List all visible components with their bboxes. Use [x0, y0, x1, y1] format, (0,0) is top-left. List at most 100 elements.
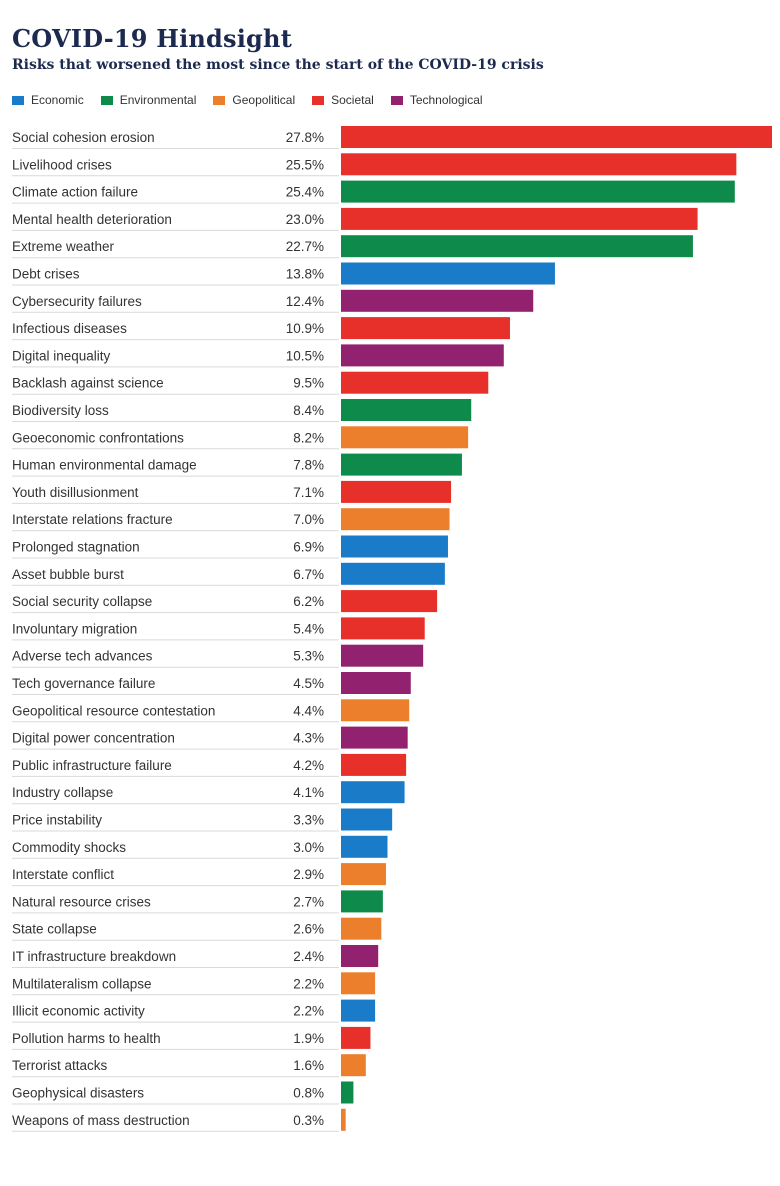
bar: [341, 835, 388, 858]
bar: [341, 945, 379, 967]
legend-item-economic: Economic: [12, 93, 84, 107]
category-label: Asset bubble burst: [12, 567, 124, 582]
value-label: 7.0%: [293, 512, 324, 527]
legend-swatch: [390, 95, 403, 105]
category-label: Illicit economic activity: [12, 1004, 145, 1019]
value-label: 1.9%: [293, 1031, 324, 1046]
category-label: Terrorist attacks: [12, 1058, 108, 1073]
value-label: 3.0%: [293, 840, 324, 855]
category-label: Natural resource crises: [12, 894, 151, 909]
legend-label: Economic: [31, 93, 84, 107]
category-label: Climate action failure: [12, 185, 138, 200]
legend-label: Technological: [409, 93, 483, 107]
bar: [341, 1108, 346, 1131]
value-label: 2.7%: [293, 894, 324, 909]
bar: [341, 972, 376, 995]
legend-item-technological: Technological: [390, 93, 483, 107]
category-label: Digital inequality: [12, 348, 111, 363]
bar: [341, 590, 438, 613]
legend-swatch: [213, 95, 226, 105]
value-label: 23.0%: [286, 212, 324, 227]
legend-swatch: [312, 95, 325, 105]
bar: [341, 262, 555, 285]
bar: [341, 317, 510, 340]
legend-label: Societal: [331, 93, 374, 107]
category-label: Cybersecurity failures: [12, 294, 142, 309]
value-label: 0.8%: [293, 1086, 324, 1101]
value-label: 4.3%: [293, 731, 324, 746]
category-label: Social security collapse: [12, 594, 152, 609]
value-label: 27.8%: [286, 130, 324, 145]
legend-swatch: [100, 95, 113, 105]
category-label: Geoeconomic confrontations: [12, 430, 184, 445]
category-label: Digital power concentration: [12, 731, 175, 746]
bar: [341, 426, 469, 449]
category-label: Infectious diseases: [12, 321, 127, 336]
value-label: 6.9%: [293, 540, 324, 555]
value-label: 3.3%: [293, 813, 324, 828]
category-label: Prolonged stagnation: [12, 540, 140, 555]
bar: [341, 863, 386, 886]
category-label: Geopolitical resource contestation: [12, 703, 215, 718]
bar: [341, 399, 472, 421]
bar: [341, 808, 393, 831]
bar: [341, 890, 383, 913]
value-label: 7.1%: [293, 485, 324, 500]
category-label: Social cohesion erosion: [12, 130, 155, 145]
bar: [341, 207, 698, 230]
value-label: 8.2%: [293, 430, 324, 445]
value-label: 10.9%: [286, 321, 324, 336]
value-label: 4.4%: [293, 703, 324, 718]
bar: [341, 344, 504, 367]
bar: [341, 153, 737, 176]
bar: [341, 753, 407, 776]
bar: [341, 999, 376, 1022]
value-label: 9.5%: [293, 376, 324, 391]
category-label: Youth disillusionment: [12, 485, 139, 500]
value-label: 1.6%: [293, 1058, 324, 1073]
legend: Economic Environmental Geopolitical Societa…: [12, 93, 500, 107]
bar: [341, 235, 693, 258]
value-label: 13.8%: [286, 267, 324, 282]
category-label: Extreme weather: [12, 239, 115, 254]
bar: [341, 289, 534, 312]
value-label: 4.5%: [293, 676, 324, 691]
value-label: 25.4%: [286, 185, 324, 200]
value-label: 7.8%: [293, 458, 324, 473]
value-label: 2.2%: [293, 1004, 324, 1019]
value-label: 2.6%: [293, 922, 324, 937]
value-label: 4.1%: [293, 785, 324, 800]
value-label: 5.4%: [293, 621, 324, 636]
category-label: Commodity shocks: [12, 840, 126, 855]
category-label: IT infrastructure breakdown: [12, 949, 176, 964]
value-label: 8.4%: [293, 403, 324, 418]
value-label: 10.5%: [286, 348, 324, 363]
bar: [341, 371, 489, 394]
bar: [341, 562, 445, 585]
legend-label: Environmental: [119, 93, 197, 107]
category-label: Backlash against science: [12, 376, 164, 391]
bar: [341, 480, 452, 503]
legend-item-environmental: Environmental: [100, 93, 197, 107]
legend-swatch: [12, 95, 24, 105]
category-label: Human environmental damage: [12, 458, 197, 473]
category-label: Tech governance failure: [12, 676, 155, 691]
bar: [341, 508, 450, 531]
category-label: Involuntary migration: [12, 621, 137, 636]
value-label: 12.4%: [286, 294, 324, 309]
category-label: Livelihood crises: [12, 157, 112, 172]
bar: [341, 1054, 366, 1077]
category-label: State collapse: [12, 922, 97, 937]
category-label: Pollution harms to health: [12, 1031, 161, 1046]
category-label: Interstate conflict: [12, 867, 114, 882]
value-label: 6.7%: [293, 567, 324, 582]
category-label: Adverse tech advances: [12, 649, 153, 664]
category-label: Public infrastructure failure: [12, 758, 172, 773]
bar: [341, 781, 405, 804]
category-label: Geophysical disasters: [12, 1086, 144, 1101]
category-label: Industry collapse: [12, 785, 113, 800]
bar: [341, 672, 411, 694]
bar: [341, 644, 424, 667]
value-label: 6.2%: [293, 594, 324, 609]
